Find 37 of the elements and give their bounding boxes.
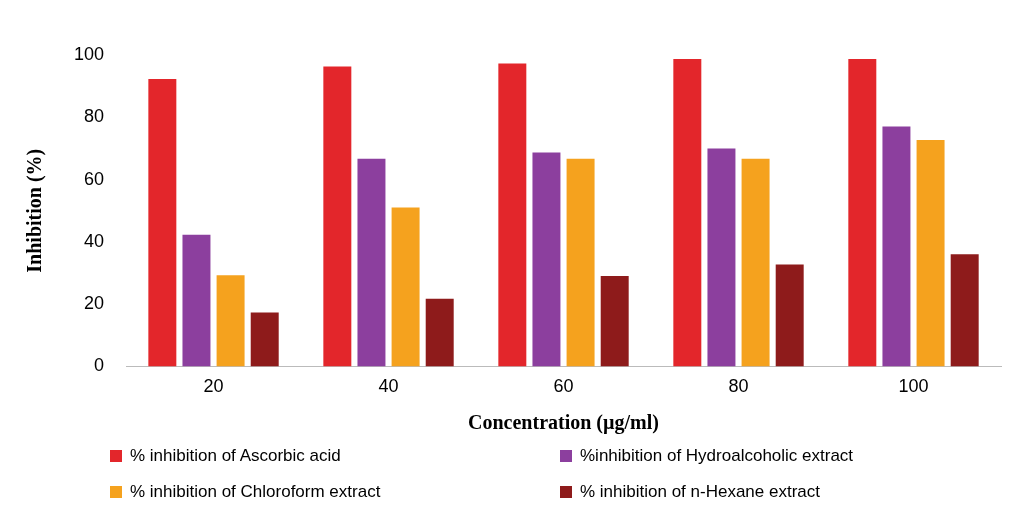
bar — [741, 158, 770, 367]
legend-label: % inhibition of n-Hexane extract — [580, 482, 821, 501]
legend-label: %inhibition of Hydroalcoholic extract — [580, 446, 854, 465]
x-tick-label: 60 — [553, 376, 574, 397]
bar — [707, 148, 736, 367]
x-tick-label: 40 — [378, 376, 399, 397]
bar — [600, 276, 629, 367]
bar — [148, 78, 177, 367]
bar — [391, 207, 420, 367]
bar — [216, 275, 245, 367]
y-tick-label: 60 — [84, 168, 105, 189]
bar — [498, 63, 527, 367]
bar — [250, 312, 279, 367]
y-tick-label: 0 — [94, 355, 105, 376]
y-tick-label: 80 — [84, 106, 105, 127]
bar — [425, 298, 454, 367]
bar — [673, 59, 702, 367]
y-tick-label: 100 — [73, 43, 105, 64]
bar — [182, 234, 211, 367]
bar — [848, 59, 877, 367]
y-tick-label: 20 — [84, 293, 105, 314]
bar — [323, 66, 352, 367]
legend-label: % inhibition of Chloroform extract — [130, 482, 381, 501]
y-tick-label: 40 — [84, 230, 105, 251]
bar — [775, 264, 804, 367]
bar — [357, 158, 386, 367]
bar — [882, 126, 911, 367]
x-tick-label: 20 — [203, 376, 224, 397]
y-axis-title: Inhibition (%) — [23, 148, 47, 273]
x-axis-title: Concentration (µg/ml) — [468, 411, 659, 435]
legend-label: % inhibition of Ascorbic acid — [130, 446, 341, 465]
x-tick-label: 100 — [898, 376, 929, 397]
bar — [950, 254, 979, 367]
x-tick-label: 80 — [728, 376, 749, 397]
bar — [916, 140, 945, 367]
bar — [532, 152, 561, 367]
bar — [566, 158, 595, 367]
